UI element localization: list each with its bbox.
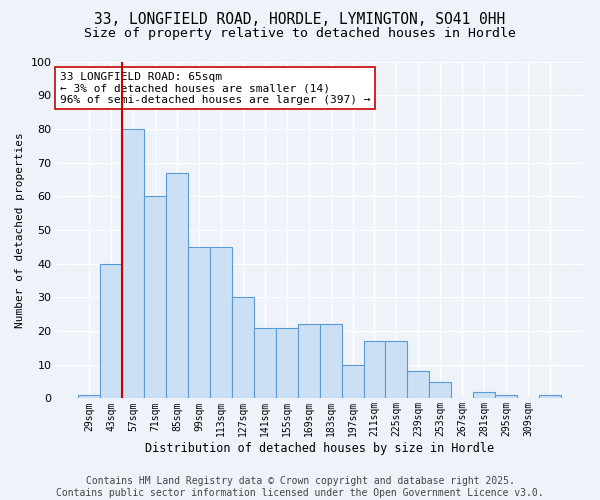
Bar	[298, 324, 320, 398]
Bar	[122, 129, 144, 398]
Bar	[166, 172, 188, 398]
Bar	[385, 341, 407, 398]
Bar	[144, 196, 166, 398]
Bar	[341, 364, 364, 398]
Bar	[210, 247, 232, 398]
Bar	[407, 372, 430, 398]
Bar	[188, 247, 210, 398]
Y-axis label: Number of detached properties: Number of detached properties	[15, 132, 25, 328]
Bar	[232, 298, 254, 398]
Bar	[495, 395, 517, 398]
Bar	[473, 392, 495, 398]
Text: 33 LONGFIELD ROAD: 65sqm
← 3% of detached houses are smaller (14)
96% of semi-de: 33 LONGFIELD ROAD: 65sqm ← 3% of detache…	[59, 72, 370, 105]
Bar	[79, 395, 100, 398]
Text: 33, LONGFIELD ROAD, HORDLE, LYMINGTON, SO41 0HH: 33, LONGFIELD ROAD, HORDLE, LYMINGTON, S…	[94, 12, 506, 28]
Text: Contains HM Land Registry data © Crown copyright and database right 2025.
Contai: Contains HM Land Registry data © Crown c…	[56, 476, 544, 498]
Bar	[430, 382, 451, 398]
X-axis label: Distribution of detached houses by size in Hordle: Distribution of detached houses by size …	[145, 442, 494, 455]
Bar	[254, 328, 276, 398]
Text: Size of property relative to detached houses in Hordle: Size of property relative to detached ho…	[84, 28, 516, 40]
Bar	[539, 395, 561, 398]
Bar	[276, 328, 298, 398]
Bar	[100, 264, 122, 398]
Bar	[364, 341, 385, 398]
Bar	[320, 324, 341, 398]
